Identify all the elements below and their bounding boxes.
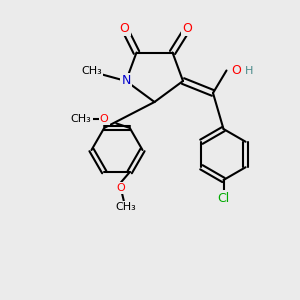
Text: CH₃: CH₃ (81, 65, 102, 76)
Text: O: O (120, 22, 129, 35)
Text: CH₃: CH₃ (71, 114, 92, 124)
Text: CH₃: CH₃ (115, 202, 136, 212)
Text: O: O (231, 64, 241, 77)
Text: N: N (121, 74, 131, 88)
Text: O: O (183, 22, 192, 35)
Text: O: O (116, 183, 125, 193)
Text: O: O (100, 114, 109, 124)
Text: Cl: Cl (218, 191, 230, 205)
Text: H: H (245, 65, 254, 76)
